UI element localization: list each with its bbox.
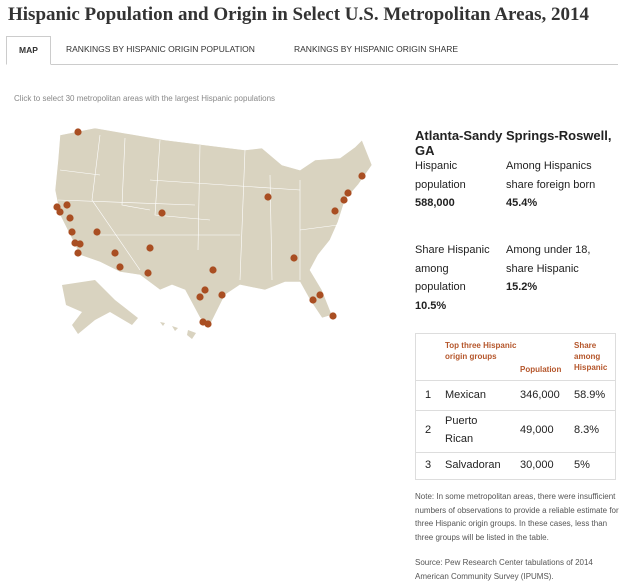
tab-bar: MAP RANKINGS BY HISPANIC ORIGIN POPULATI… xyxy=(6,36,618,65)
metro-marker[interactable] xyxy=(196,293,204,301)
table-cell: 58.9% xyxy=(574,389,606,401)
table-cell: 8.3% xyxy=(574,424,600,436)
metro-marker[interactable] xyxy=(74,249,82,257)
metro-marker[interactable] xyxy=(316,291,324,299)
metro-marker[interactable] xyxy=(340,196,348,204)
stat-label: Share Hispanic among population xyxy=(415,244,490,293)
metro-marker[interactable] xyxy=(218,291,226,299)
tab[interactable]: MAP xyxy=(6,36,51,65)
tab[interactable]: RANKINGS BY HISPANIC ORIGIN POPULATION xyxy=(66,44,255,54)
table-cell: 3 xyxy=(425,459,432,471)
stat: Among Hispanics share foreign born 45.4% xyxy=(506,157,618,213)
table-cell: 346,000 xyxy=(520,389,560,401)
stat-label: Among Hispanics share foreign born xyxy=(506,160,596,191)
metro-marker[interactable] xyxy=(331,207,339,215)
stat: Hispanic population 588,000 xyxy=(415,157,495,213)
origin-table: Top three Hispanic origin groups Populat… xyxy=(415,333,616,480)
table-cell: 1 xyxy=(425,389,432,401)
metro-marker[interactable] xyxy=(309,296,317,304)
table-cell: 5% xyxy=(574,459,590,471)
stat-value: 45.4% xyxy=(506,197,538,209)
tab[interactable]: RANKINGS BY HISPANIC ORIGIN SHARE xyxy=(294,44,459,54)
table-header: Share among Hispanic xyxy=(574,341,608,372)
us-map xyxy=(54,127,373,326)
state-lines xyxy=(57,134,339,281)
table-cell: 49,000 xyxy=(520,424,554,436)
metro-marker[interactable] xyxy=(146,244,154,252)
metro-marker[interactable] xyxy=(204,320,212,328)
metro-name: Atlanta-Sandy Springs-Roswell, GA xyxy=(415,128,612,158)
metro-marker[interactable] xyxy=(76,240,84,248)
metro-marker[interactable] xyxy=(344,189,352,197)
metro-marker[interactable] xyxy=(116,263,124,271)
metro-marker[interactable] xyxy=(144,269,152,277)
row-divider xyxy=(416,380,615,381)
alaska xyxy=(62,280,138,334)
table-header: Population xyxy=(520,365,562,374)
metro-marker[interactable] xyxy=(63,201,71,209)
metro-marker[interactable] xyxy=(201,286,209,294)
stat-value: 588,000 xyxy=(415,197,455,209)
metro-marker[interactable] xyxy=(329,312,337,320)
metro-marker[interactable] xyxy=(290,254,298,262)
metro-marker[interactable] xyxy=(264,193,272,201)
stat-value: 15.2% xyxy=(506,281,538,293)
stat-label: Hispanic population xyxy=(415,160,466,191)
table-cell: Salvadoran xyxy=(445,459,501,471)
note: Note: In some metropolitan areas, there … xyxy=(415,492,619,542)
source: Source: Pew Research Center tabulations … xyxy=(415,558,593,581)
metro-marker[interactable] xyxy=(209,266,217,274)
stat-value: 10.5% xyxy=(415,299,447,312)
map xyxy=(53,127,373,339)
hawaii xyxy=(160,322,196,339)
page-title: Hispanic Population and Origin in Select… xyxy=(8,4,589,25)
row-divider xyxy=(416,410,615,411)
instruction: Click to select 30 metropolitan areas wi… xyxy=(14,94,276,103)
metro-marker[interactable] xyxy=(93,228,101,236)
stat: Among under 18, share Hispanic 15.2% xyxy=(506,241,611,297)
metro-marker[interactable] xyxy=(74,128,82,136)
stat-label: Among under 18, share Hispanic xyxy=(506,244,591,275)
metro-marker[interactable] xyxy=(111,249,119,257)
stat: Share Hispanic among population 10.5% xyxy=(415,241,501,315)
table-cell: 2 xyxy=(425,424,432,436)
metro-marker[interactable] xyxy=(158,209,166,217)
metro-marker[interactable] xyxy=(358,172,366,180)
table-cell: 30,000 xyxy=(520,459,554,471)
metro-marker[interactable] xyxy=(56,208,64,216)
table-cell: Puerto Rican xyxy=(445,415,478,445)
metro-marker[interactable] xyxy=(66,214,74,222)
table-header: Top three Hispanic origin groups xyxy=(445,341,517,361)
metro-marker[interactable] xyxy=(68,228,76,236)
table-cell: Mexican xyxy=(445,389,486,401)
row-divider xyxy=(416,452,615,453)
